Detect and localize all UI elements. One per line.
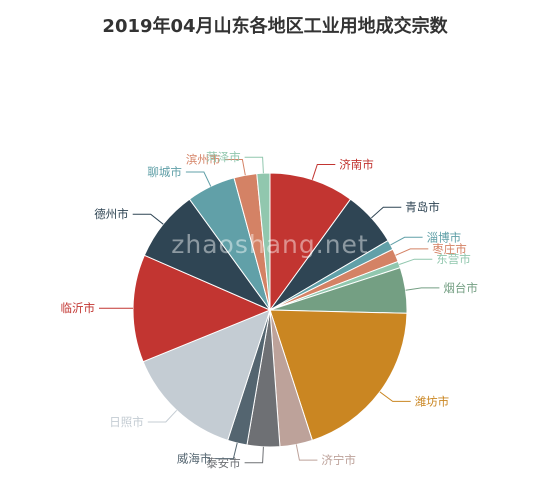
slice-label: 德州市 — [94, 207, 129, 221]
label-leader-line — [244, 446, 264, 464]
label-leader-line — [390, 236, 423, 246]
label-leader-line — [215, 442, 238, 460]
label-leader-line — [132, 213, 164, 225]
slice-label: 菏泽市 — [206, 150, 241, 164]
slice-label: 烟台市 — [443, 281, 478, 295]
label-leader-line — [295, 444, 318, 461]
label-leader-line — [395, 248, 429, 256]
pie-slice[interactable] — [132, 254, 272, 363]
slice-label: 威海市 — [177, 452, 212, 466]
slice-label: 滨州市 — [186, 153, 221, 167]
slice-label: 济宁市 — [321, 453, 356, 467]
label-leader-line — [147, 409, 178, 423]
slice-label: 青岛市 — [405, 200, 440, 214]
slice-label: 泰安市 — [206, 456, 241, 470]
slice-label: 潍坊市 — [415, 394, 450, 408]
label-leader-line — [405, 287, 440, 291]
label-leader-line — [399, 258, 433, 265]
label-leader-line — [224, 159, 246, 176]
slice-label: 临沂市 — [61, 301, 96, 315]
label-leader-line — [244, 156, 264, 174]
pie-slices — [132, 172, 408, 448]
label-leader-line — [311, 164, 336, 180]
slice-label: 日照市 — [109, 415, 144, 429]
pie-slice[interactable] — [269, 309, 408, 441]
label-leader-line — [371, 206, 402, 219]
pie-slice[interactable] — [269, 172, 352, 312]
pie-slice[interactable] — [142, 309, 271, 441]
watermark: zhaoshang.net — [171, 230, 368, 259]
slice-label: 淄博市 — [427, 230, 462, 244]
slice-label: 东营市 — [436, 252, 471, 266]
label-leader-line — [379, 391, 411, 402]
chart-title: 2019年04月山东各地区工业用地成交宗数 — [102, 15, 448, 37]
label-leader-line — [185, 171, 212, 187]
slice-label: 济南市 — [339, 158, 374, 172]
slice-label: 枣庄市 — [432, 242, 467, 256]
slice-label: 聊城市 — [147, 165, 182, 179]
